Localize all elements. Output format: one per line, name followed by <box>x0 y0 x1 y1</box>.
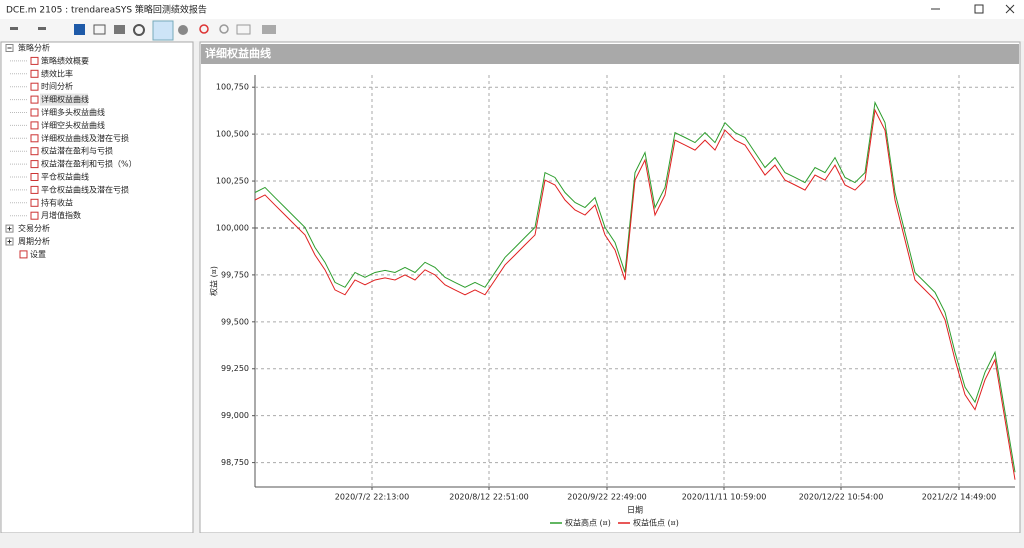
item-icon <box>30 147 39 156</box>
y-tick-label: 98,750 <box>221 458 249 467</box>
item-icon <box>30 160 39 169</box>
tree-item[interactable]: 权益潜在盈利与亏损 <box>41 146 113 156</box>
tree-item[interactable]: 策略绩效概要 <box>41 55 89 65</box>
print[interactable] <box>114 25 125 34</box>
x-axis-label: 日期 <box>627 506 643 515</box>
status-bar <box>0 533 1024 548</box>
panel-header <box>201 44 1019 64</box>
window-title: DCE.m 2105 : trendareaSYS 策略回测绩效报告 <box>6 4 207 16</box>
settings[interactable] <box>133 24 145 36</box>
tree-item[interactable]: 绩效比率 <box>41 68 73 78</box>
legend-label: 权益低点 (¤) <box>633 518 679 528</box>
x-tick-label: 2020/8/12 22:51:00 <box>449 493 529 502</box>
tree-item[interactable]: 详细权益曲线及潜在亏损 <box>41 133 129 143</box>
item-icon <box>30 95 39 104</box>
save[interactable] <box>74 24 85 35</box>
item-icon <box>30 211 39 220</box>
tree-group[interactable]: 周期分析 <box>18 236 50 246</box>
tree-item[interactable]: 平仓权益曲线及潜在亏损 <box>41 184 129 194</box>
y-tick-label: 99,500 <box>221 317 249 326</box>
y-tick-label: 100,500 <box>216 130 249 139</box>
tree-item[interactable]: 月增值指数 <box>41 210 81 220</box>
fit[interactable] <box>236 24 251 35</box>
item-icon <box>30 69 39 78</box>
tree-item[interactable]: 时间分析 <box>41 81 73 91</box>
series-line <box>254 108 1016 480</box>
y-tick-label: 100,750 <box>216 83 249 92</box>
item-icon <box>30 82 39 91</box>
toolbar-icons[interactable] <box>10 20 276 41</box>
item-icon <box>30 198 39 207</box>
window-controls[interactable] <box>931 4 1015 14</box>
y-tick-label: 100,000 <box>216 223 249 232</box>
zoom-in[interactable] <box>199 24 209 34</box>
x-tick-label: 2020/11/11 10:59:00 <box>682 493 767 502</box>
chart-style[interactable] <box>262 25 276 34</box>
item-icon <box>19 250 28 259</box>
y-tick-label: 99,000 <box>221 411 249 420</box>
legend-label: 权益高点 (¤) <box>565 518 611 528</box>
item-icon <box>30 185 39 194</box>
crosshair[interactable] <box>152 20 174 41</box>
tree-group[interactable]: 策略分析 <box>18 43 50 53</box>
series-line <box>254 100 1016 473</box>
item-icon <box>30 108 39 117</box>
title-bar <box>0 0 1024 19</box>
forward[interactable] <box>38 27 46 30</box>
tree-item[interactable]: 持有收益 <box>41 197 73 207</box>
x-tick-label: 2020/12/22 10:54:00 <box>799 493 884 502</box>
tree-item[interactable]: 权益潜在盈利和亏损（%） <box>41 159 137 169</box>
y-axis-label: 权益 (¤) <box>209 266 219 296</box>
item-icon <box>30 173 39 181</box>
tree-item[interactable]: 平仓权益曲线 <box>41 172 89 182</box>
y-tick-label: 100,250 <box>216 177 249 186</box>
back[interactable] <box>10 27 18 30</box>
panel-title: 详细权益曲线 <box>205 46 271 60</box>
tree-group[interactable]: 交易分析 <box>18 223 50 233</box>
y-tick-label: 99,250 <box>221 364 249 373</box>
toolbar <box>0 19 1024 41</box>
tree-item[interactable]: 详细权益曲线 <box>41 94 89 104</box>
tree-item[interactable]: 详细空头权益曲线 <box>41 120 105 130</box>
x-tick-label: 2021/2/2 14:49:00 <box>922 493 996 502</box>
close[interactable] <box>1005 4 1015 14</box>
selection <box>40 93 88 106</box>
y-tick-label: 99,750 <box>221 270 249 279</box>
tree-item[interactable]: 详细多头权益曲线 <box>41 107 105 117</box>
item-icon <box>30 134 39 143</box>
zoom-out[interactable] <box>219 24 229 34</box>
pan[interactable] <box>178 25 188 35</box>
copy[interactable] <box>93 24 106 35</box>
x-tick-label: 2020/9/22 22:49:00 <box>567 493 647 502</box>
item-icon <box>30 121 39 130</box>
tree: 策略分析策略绩效概要绩效比率时间分析详细权益曲线详细多头权益曲线详细空头权益曲线… <box>5 43 137 259</box>
item-icon <box>30 56 39 65</box>
tree-group[interactable]: 设置 <box>30 249 46 259</box>
maximize[interactable] <box>974 4 984 14</box>
chart-panel <box>199 41 1021 534</box>
chart: 98,750 99,000 99,250 99,500 99,750 100,000 100… <box>209 75 1016 528</box>
x-tick-label: 2020/7/2 22:13:00 <box>335 493 409 502</box>
